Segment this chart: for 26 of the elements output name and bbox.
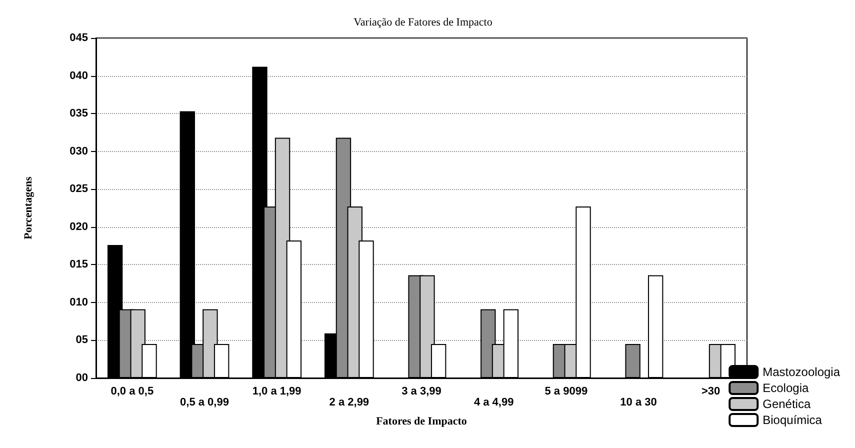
y-tick-label: 015 — [70, 258, 88, 271]
legend-label: Mastozoologia — [762, 365, 840, 379]
legend-label: Genética — [762, 397, 811, 411]
x-tick-label: 0,0 a 0,5 — [110, 386, 154, 398]
x-tick-label: 4 a 4,99 — [474, 396, 514, 408]
x-tick-label: 2 a 2,99 — [329, 396, 370, 408]
y-tick-label: 040 — [70, 70, 88, 82]
y-tick-label: 010 — [70, 296, 88, 308]
y-tick-label: 025 — [70, 183, 88, 196]
y-tick-label: 035 — [70, 108, 88, 120]
y-tick-label: 030 — [70, 145, 88, 158]
x-tick-label: >30 — [701, 386, 720, 398]
x-tick-label: 0,5 a 0,99 — [180, 396, 229, 408]
legend-label: Bioquímica — [762, 413, 822, 427]
legend-label: Ecologia — [762, 381, 809, 395]
y-tick-label: 05 — [76, 334, 88, 346]
x-tick-label: 1,0 a 1,99 — [252, 386, 302, 398]
x-tick-label: 10 a 30 — [620, 396, 657, 408]
y-tick-label: 00 — [76, 372, 88, 384]
y-axis-title: Porcentagens — [22, 176, 34, 240]
x-tick-label: 5 a 9099 — [544, 386, 588, 398]
chart-title: Variação de Fatores de Impacto — [354, 16, 493, 28]
y-tick-label: 045 — [70, 32, 88, 44]
y-tick-label: 020 — [70, 220, 88, 233]
x-tick-label: 3 a 3,99 — [402, 386, 442, 398]
x-axis-title: Fatores de Impacto — [376, 416, 468, 428]
